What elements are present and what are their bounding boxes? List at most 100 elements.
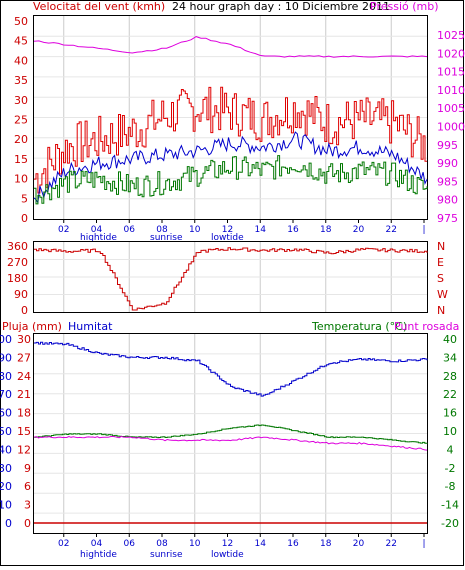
x-tick-label: 18 xyxy=(320,539,332,549)
event-label-lowtide: lowtide xyxy=(211,233,244,243)
rain-y-tick: 30 xyxy=(17,333,31,346)
x-tick-label: 06 xyxy=(124,539,136,549)
temperature-y-tick: 22 xyxy=(443,388,457,401)
x-tick-label: 16 xyxy=(287,225,299,235)
rain-y-tick: 24 xyxy=(17,370,31,383)
x-tick-label: 16 xyxy=(287,539,299,549)
wind-y-tick: 35 xyxy=(14,74,28,87)
x-tick-label: 14 xyxy=(255,225,267,235)
x-tick-label: 08 xyxy=(156,539,168,549)
temperature-y-tick: 10 xyxy=(443,425,457,438)
pressure-y-tick: 990 xyxy=(437,157,458,170)
direction-y-tick: 180 xyxy=(7,272,28,285)
temperature-y-tick: 28 xyxy=(443,370,457,383)
pressure-y-tick: 1020 xyxy=(437,47,465,60)
rain-y-tick: 0 xyxy=(24,517,31,530)
series-avg-line xyxy=(33,131,428,204)
rain-y-axis: 0 3 6 9 12 15 18 21 24 27 30 xyxy=(17,333,31,530)
compass-y-tick: E xyxy=(437,256,444,269)
wind-y-tick: 5 xyxy=(21,192,28,205)
humidity-y-tick: 90 xyxy=(0,351,12,364)
series-pressure-line xyxy=(33,36,428,58)
rain-y-tick: 18 xyxy=(17,407,31,420)
wind-y-tick: 0 xyxy=(21,212,28,225)
temperature-y-tick: -2 xyxy=(445,462,456,475)
direction-y-tick: 270 xyxy=(7,256,28,269)
wind-y-tick: 30 xyxy=(14,94,28,107)
pressure-y-tick: 980 xyxy=(437,194,458,207)
series-temperature-line xyxy=(34,424,428,444)
x-tick-label: 10 xyxy=(189,539,201,549)
x-tick-label: 02 xyxy=(58,225,69,235)
rain-y-tick: 21 xyxy=(17,388,31,401)
dewpoint-axis-label: Punt rosada xyxy=(394,320,459,333)
chart-title: 24 hour graph day : 10 Diciembre 2011 xyxy=(172,0,390,13)
humidity-y-tick: 100 xyxy=(0,333,12,346)
compass-y-tick: S xyxy=(437,272,444,285)
wind-y-tick: 40 xyxy=(14,54,28,67)
direction-panel-grid xyxy=(34,242,427,312)
temperature-y-tick: 40 xyxy=(443,333,457,346)
wind-y-tick: 25 xyxy=(14,114,28,127)
x-tick-label: | xyxy=(422,225,425,235)
x-tick-label: 14 xyxy=(255,539,267,549)
compass-y-tick: W xyxy=(437,288,448,301)
compass-y-tick: N xyxy=(437,304,445,317)
climate-x-axis: 02 04 06 08 10 12 14 16 18 20 22 | xyxy=(58,533,426,549)
humidity-axis-label: Humitat xyxy=(68,320,113,333)
wind-y-axis: 0 5 10 15 20 25 30 35 40 45 50 xyxy=(14,15,28,225)
x-tick-label: 04 xyxy=(91,225,103,235)
x-tick-label: 12 xyxy=(222,539,233,549)
humidity-y-tick: 10 xyxy=(0,499,12,512)
x-tick-label: 12 xyxy=(222,225,233,235)
temperature-y-axis: -20 -14 -8 -2 4 10 16 22 28 34 40 xyxy=(441,333,459,530)
x-tick-label: 02 xyxy=(58,539,69,549)
pressure-y-axis: 975 980 985 990 995 1000 1005 1010 1015 1020 1025 xyxy=(437,29,465,225)
series-direction-line xyxy=(34,247,428,311)
pressure-y-tick: 985 xyxy=(437,175,458,188)
event-label-sunrise-bottom: sunrise xyxy=(150,550,183,560)
wind-y-tick: 20 xyxy=(14,133,28,146)
pressure-y-tick: 995 xyxy=(437,139,458,152)
rain-y-tick: 9 xyxy=(24,462,31,475)
event-label-lowtide-bottom: lowtide xyxy=(211,550,244,560)
pressure-y-tick: 975 xyxy=(437,212,458,225)
x-tick-label: 22 xyxy=(386,539,397,549)
x-tick-label: 10 xyxy=(189,225,201,235)
direction-y-tick: 90 xyxy=(14,288,28,301)
wind-series xyxy=(33,36,428,205)
wind-panel-frame xyxy=(33,15,428,220)
rain-y-tick: 3 xyxy=(24,499,31,512)
wind-x-axis: 02 04 06 08 10 12 14 16 18 20 22 | xyxy=(58,219,426,235)
x-tick-label: 22 xyxy=(386,225,397,235)
event-label-sunrise: sunrise xyxy=(150,233,183,243)
series-humidity-line xyxy=(34,341,428,397)
humidity-y-tick: 80 xyxy=(0,370,12,383)
x-tick-label: 20 xyxy=(353,225,365,235)
event-label-hightide-bottom: hightide xyxy=(80,550,117,560)
x-tick-label: 20 xyxy=(353,539,365,549)
humidity-y-axis: 0 10 20 30 40 50 60 70 80 90 100 xyxy=(0,333,12,530)
temperature-y-tick: 4 xyxy=(447,443,454,456)
wind-y-tick: 10 xyxy=(14,173,28,186)
temperature-y-tick: -14 xyxy=(441,499,459,512)
direction-y-axis: 0 90 180 270 360 xyxy=(7,240,28,317)
temperature-y-tick: -20 xyxy=(441,517,459,530)
pressure-axis-label: Pressió (mb) xyxy=(370,0,439,13)
pressure-y-tick: 1015 xyxy=(437,66,465,79)
series-dewpoint-line xyxy=(33,435,428,451)
humidity-y-tick: 20 xyxy=(0,480,12,493)
event-label-hightide: hightide xyxy=(80,233,117,243)
rain-y-tick: 6 xyxy=(24,480,31,493)
direction-y-tick: 360 xyxy=(7,240,28,253)
temperature-y-tick: 34 xyxy=(443,351,457,364)
climate-series xyxy=(33,341,428,524)
temperature-y-tick: -8 xyxy=(445,480,456,493)
compass-y-tick: N xyxy=(437,240,445,253)
temperature-axis-label: Temperatura (°C) xyxy=(311,320,407,333)
humidity-y-tick: 40 xyxy=(0,443,12,456)
direction-panel-frame xyxy=(33,241,428,313)
